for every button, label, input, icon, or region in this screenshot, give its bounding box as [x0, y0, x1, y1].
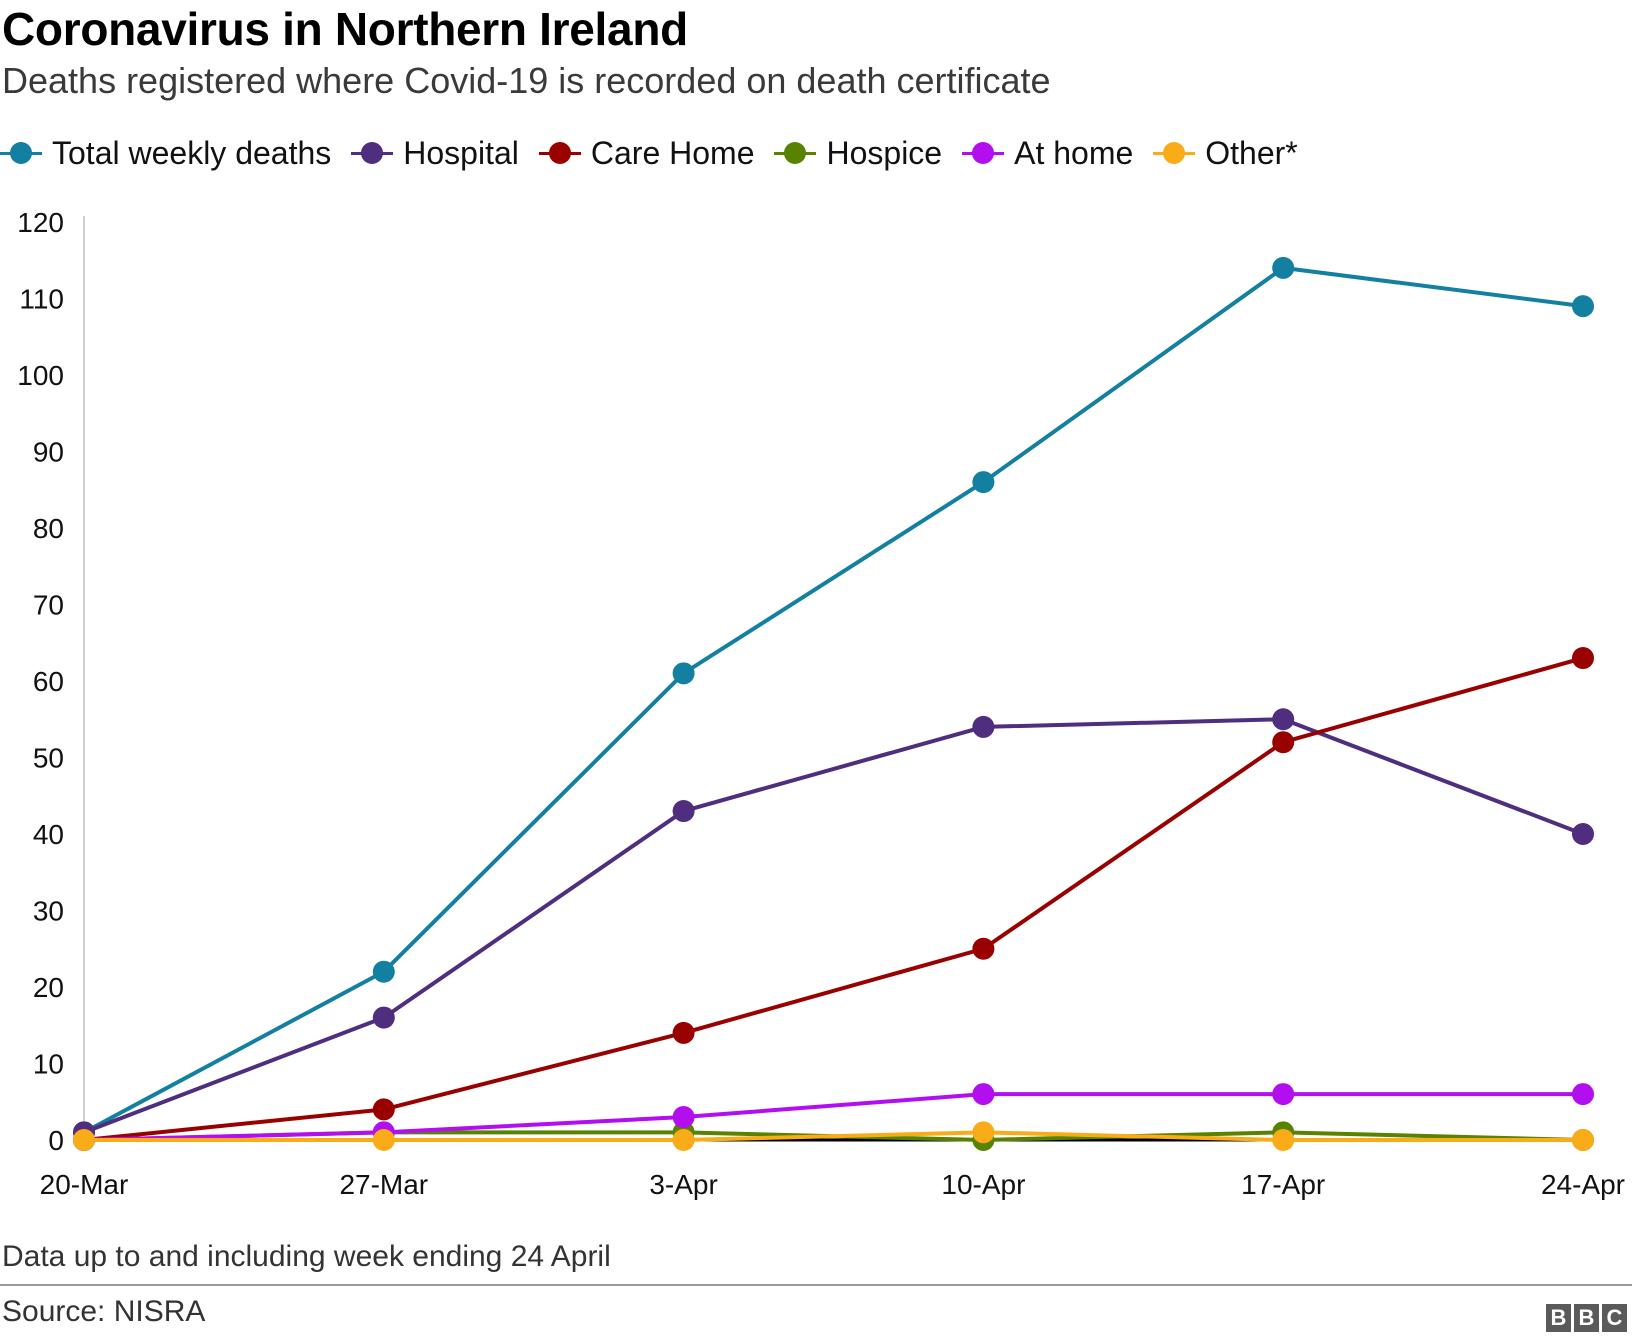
legend-label: Care Home	[590, 134, 755, 171]
legend-item-hospice: Hospice	[774, 135, 942, 172]
data-point-1	[972, 715, 995, 738]
legend-marker-icon	[538, 138, 581, 168]
x-tick-label: 17-Apr	[1241, 1169, 1325, 1200]
legend-item-care-home: Care Home	[538, 134, 755, 172]
x-tick-label: 20-Mar	[40, 1169, 129, 1200]
legend: Total weekly deaths Hospital Care Home H…	[0, 130, 1318, 176]
y-tick-label: 10	[33, 1049, 64, 1080]
data-point-5	[1572, 1129, 1594, 1151]
data-point-0	[372, 960, 395, 983]
data-point-5	[73, 1129, 95, 1151]
data-point-0	[672, 662, 695, 685]
chart-note: Data up to and including week ending 24 …	[2, 1240, 611, 1273]
data-point-0	[972, 471, 995, 494]
footer-divider	[0, 1284, 1632, 1286]
bbc-logo-letter: B	[1546, 1304, 1571, 1332]
data-point-5	[972, 1121, 995, 1144]
data-point-2	[972, 937, 995, 960]
data-point-4	[1572, 1083, 1594, 1106]
legend-label: Hospice	[826, 134, 943, 171]
legend-label: Hospital	[403, 134, 519, 171]
data-point-5	[672, 1129, 695, 1151]
series-line-0	[83, 265, 1584, 1135]
data-point-0	[1272, 256, 1295, 279]
data-point-4	[972, 1083, 995, 1106]
y-tick-label: 120	[17, 207, 64, 238]
x-tick-label: 24-Apr	[1541, 1169, 1625, 1200]
source-label: Source: NISRA	[2, 1295, 206, 1328]
data-point-1	[1272, 708, 1295, 731]
legend-label: At home	[1014, 134, 1134, 171]
x-tick-label: 27-Mar	[339, 1169, 428, 1200]
y-tick-label: 80	[33, 513, 64, 544]
data-point-4	[1272, 1083, 1295, 1106]
line-chart: 0 10 20 30 40 50 60 70 80 90 100 110 120 20-Mar 27-Mar…	[17, 207, 1625, 1200]
bbc-logo-letter: B	[1574, 1304, 1599, 1332]
y-tick-label: 110	[19, 284, 64, 315]
y-tick-label: 0	[48, 1125, 64, 1156]
x-tick-label: 10-Apr	[941, 1169, 1025, 1200]
legend-marker-icon	[774, 138, 817, 168]
data-point-1	[372, 1006, 395, 1029]
data-point-2	[672, 1021, 695, 1044]
y-tick-label: 30	[33, 896, 64, 927]
data-point-5	[1272, 1129, 1295, 1151]
data-point-2	[1272, 731, 1295, 754]
series-line-5	[84, 1130, 1583, 1142]
series-line-1	[83, 717, 1584, 1135]
data-point-1	[1572, 823, 1594, 845]
series-line-4	[83, 1092, 1583, 1142]
data-point-2	[372, 1098, 395, 1121]
y-tick-label: 60	[33, 666, 64, 697]
legend-item-total-weekly-deaths: Total weekly deaths	[0, 135, 331, 172]
data-point-5	[372, 1129, 395, 1151]
data-point-4	[672, 1106, 695, 1129]
bbc-logo-letter: C	[1602, 1304, 1627, 1332]
chart-title: Coronavirus in Northern Ireland	[2, 3, 688, 55]
chart-subtitle: Deaths registered where Covid-19 is reco…	[2, 60, 1051, 101]
legend-marker-icon	[962, 138, 1005, 168]
y-tick-label: 100	[17, 360, 64, 391]
series-line-2	[83, 656, 1584, 1142]
y-tick-label: 90	[33, 437, 64, 468]
y-tick-label: 20	[33, 972, 64, 1003]
y-tick-label: 40	[33, 819, 64, 850]
legend-label: Other*	[1205, 134, 1298, 171]
legend-item-at-home: At home	[962, 135, 1133, 172]
x-tick-label: 3-Apr	[649, 1169, 717, 1200]
legend-marker-icon	[1153, 138, 1196, 168]
legend-item-hospital: Hospital	[351, 135, 519, 172]
legend-marker-icon	[0, 138, 42, 168]
data-point-2	[1572, 647, 1594, 670]
legend-label: Total weekly deaths	[52, 134, 332, 171]
y-tick-label: 50	[33, 743, 64, 774]
legend-marker-icon	[351, 138, 394, 168]
data-point-1	[672, 800, 695, 823]
bbc-logo: B B C	[1543, 1304, 1627, 1332]
y-tick-label: 70	[33, 590, 64, 621]
legend-item-other: Other*	[1153, 134, 1298, 172]
data-point-0	[1572, 295, 1594, 318]
